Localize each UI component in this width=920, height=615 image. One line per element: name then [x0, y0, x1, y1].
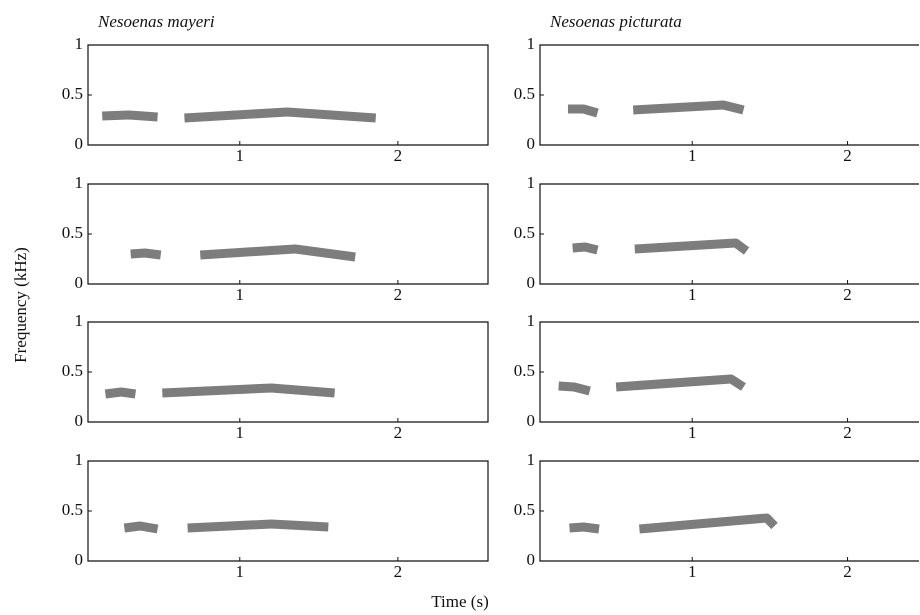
y-tick-label: 1 — [75, 173, 84, 192]
y-tick-label: 0.5 — [62, 361, 83, 380]
panel-frame — [539, 321, 919, 423]
note-trace — [558, 381, 591, 396]
x-tick-label: 2 — [843, 423, 852, 442]
note-trace — [572, 242, 599, 255]
y-tick-label: 0.5 — [514, 84, 535, 103]
y-tick-label: 1 — [75, 311, 84, 330]
y-tick-label: 1 — [527, 34, 536, 53]
x-tick-label: 1 — [688, 562, 697, 581]
note-trace — [199, 244, 356, 262]
panel-frame — [87, 321, 489, 423]
panel-frame — [539, 460, 919, 562]
panel-title: Nesoenas picturata — [549, 12, 682, 31]
x-tick-label: 2 — [394, 285, 403, 304]
y-tick-label: 1 — [527, 311, 536, 330]
x-tick-label: 1 — [688, 146, 697, 165]
note-trace — [569, 522, 600, 534]
note-trace — [184, 107, 377, 123]
note-trace — [615, 374, 746, 392]
y-tick-label: 1 — [527, 450, 536, 469]
x-tick-label: 2 — [843, 146, 852, 165]
panel-frame — [87, 44, 489, 146]
y-tick-label: 0.5 — [514, 500, 535, 519]
note-trace — [162, 383, 335, 398]
x-tick-label: 1 — [688, 423, 697, 442]
y-tick-label: 0.5 — [62, 84, 83, 103]
y-tick-label: 0.5 — [62, 223, 83, 242]
x-tick-label: 1 — [236, 423, 245, 442]
x-tick-label: 1 — [688, 285, 697, 304]
panel-frame — [539, 44, 919, 146]
y-tick-label: 0 — [75, 273, 84, 292]
x-tick-label: 2 — [394, 562, 403, 581]
note-trace — [130, 248, 162, 260]
note-trace — [123, 521, 159, 534]
y-tick-label: 1 — [75, 450, 84, 469]
note-trace — [187, 519, 329, 533]
x-tick-label: 1 — [236, 146, 245, 165]
x-tick-label: 2 — [843, 562, 852, 581]
y-tick-label: 1 — [527, 173, 536, 192]
panel-frame — [87, 460, 489, 562]
y-tick-label: 0 — [75, 550, 84, 569]
x-tick-label: 1 — [236, 285, 245, 304]
y-tick-label: 0 — [75, 411, 84, 430]
panel-frame — [87, 183, 489, 285]
y-axis-label: Frequency (kHz) — [11, 247, 30, 363]
panel-frame — [539, 183, 919, 285]
note-trace — [567, 104, 599, 118]
y-tick-label: 1 — [75, 34, 84, 53]
panel-title: Nesoenas mayeri — [97, 12, 215, 31]
y-tick-label: 0 — [527, 273, 536, 292]
x-axis-label: Time (s) — [431, 592, 488, 611]
y-tick-label: 0 — [527, 550, 536, 569]
note-trace — [632, 100, 745, 115]
note-trace — [639, 513, 778, 534]
y-tick-label: 0 — [527, 411, 536, 430]
x-tick-label: 2 — [394, 423, 403, 442]
note-trace — [104, 387, 137, 399]
note-trace — [102, 110, 158, 122]
x-tick-label: 2 — [394, 146, 403, 165]
y-tick-label: 0 — [527, 134, 536, 153]
x-tick-label: 2 — [843, 285, 852, 304]
x-tick-label: 1 — [236, 562, 245, 581]
y-tick-label: 0 — [75, 134, 84, 153]
y-tick-label: 0.5 — [62, 500, 83, 519]
note-trace — [634, 238, 750, 255]
y-tick-label: 0.5 — [514, 223, 535, 242]
y-tick-label: 0.5 — [514, 361, 535, 380]
